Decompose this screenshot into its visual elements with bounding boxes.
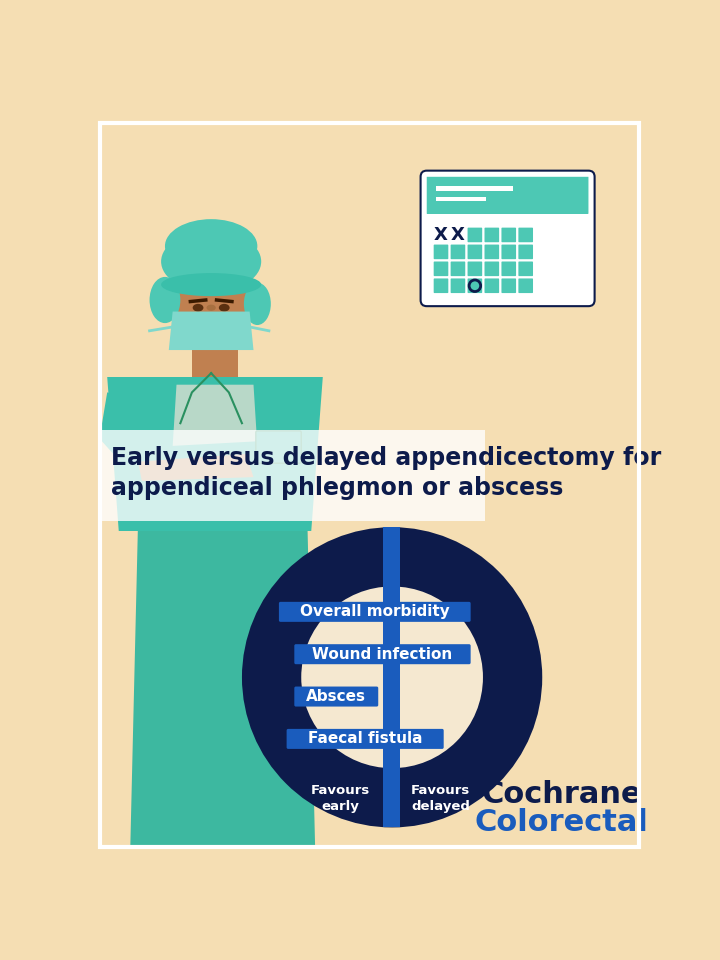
FancyBboxPatch shape bbox=[485, 245, 499, 259]
Ellipse shape bbox=[150, 276, 180, 324]
Polygon shape bbox=[107, 377, 323, 531]
Circle shape bbox=[242, 527, 542, 828]
Text: Wound infection: Wound infection bbox=[312, 647, 453, 661]
Polygon shape bbox=[153, 439, 315, 492]
Ellipse shape bbox=[165, 219, 257, 273]
FancyBboxPatch shape bbox=[501, 245, 516, 259]
FancyBboxPatch shape bbox=[518, 261, 533, 276]
FancyBboxPatch shape bbox=[501, 278, 516, 293]
Text: Cochrane: Cochrane bbox=[481, 780, 642, 809]
FancyBboxPatch shape bbox=[467, 228, 482, 242]
Ellipse shape bbox=[161, 273, 261, 296]
FancyBboxPatch shape bbox=[485, 278, 499, 293]
FancyBboxPatch shape bbox=[485, 228, 499, 242]
Bar bbox=[436, 197, 486, 202]
FancyBboxPatch shape bbox=[427, 177, 588, 214]
FancyBboxPatch shape bbox=[287, 729, 444, 749]
Polygon shape bbox=[168, 312, 253, 350]
Text: X: X bbox=[434, 226, 448, 244]
Text: appendiceal phlegmon or abscess: appendiceal phlegmon or abscess bbox=[111, 475, 564, 499]
Bar bbox=[427, 187, 588, 214]
FancyBboxPatch shape bbox=[518, 245, 533, 259]
Bar bbox=[192, 347, 238, 377]
Text: X: X bbox=[451, 226, 465, 244]
Ellipse shape bbox=[244, 282, 271, 325]
Ellipse shape bbox=[193, 304, 204, 312]
FancyBboxPatch shape bbox=[420, 171, 595, 306]
FancyBboxPatch shape bbox=[279, 602, 471, 622]
FancyBboxPatch shape bbox=[501, 261, 516, 276]
Polygon shape bbox=[138, 454, 253, 481]
Ellipse shape bbox=[219, 304, 230, 312]
FancyBboxPatch shape bbox=[294, 686, 378, 707]
FancyBboxPatch shape bbox=[451, 278, 465, 293]
FancyBboxPatch shape bbox=[467, 261, 482, 276]
FancyBboxPatch shape bbox=[467, 278, 482, 293]
Polygon shape bbox=[99, 393, 176, 477]
FancyBboxPatch shape bbox=[501, 228, 516, 242]
FancyBboxPatch shape bbox=[518, 228, 533, 242]
FancyBboxPatch shape bbox=[485, 261, 499, 276]
Text: Favours
early: Favours early bbox=[311, 784, 370, 813]
Ellipse shape bbox=[171, 242, 251, 343]
FancyBboxPatch shape bbox=[99, 430, 485, 521]
FancyBboxPatch shape bbox=[433, 245, 449, 259]
Circle shape bbox=[301, 587, 483, 768]
Ellipse shape bbox=[207, 304, 216, 311]
FancyBboxPatch shape bbox=[433, 261, 449, 276]
Text: Overall morbidity: Overall morbidity bbox=[300, 605, 450, 619]
Bar bbox=[436, 186, 513, 191]
Text: Favours
delayed: Favours delayed bbox=[411, 784, 470, 813]
Bar bbox=[383, 527, 400, 828]
FancyBboxPatch shape bbox=[451, 261, 465, 276]
Polygon shape bbox=[173, 385, 257, 446]
FancyBboxPatch shape bbox=[433, 278, 449, 293]
Text: Absces: Absces bbox=[306, 689, 366, 704]
FancyBboxPatch shape bbox=[467, 245, 482, 259]
FancyBboxPatch shape bbox=[294, 644, 471, 664]
FancyBboxPatch shape bbox=[518, 278, 533, 293]
Text: Early versus delayed appendicectomy for: Early versus delayed appendicectomy for bbox=[111, 446, 661, 470]
Ellipse shape bbox=[161, 230, 261, 292]
Text: Colorectal: Colorectal bbox=[474, 807, 649, 836]
FancyBboxPatch shape bbox=[451, 245, 465, 259]
Polygon shape bbox=[130, 523, 315, 847]
FancyBboxPatch shape bbox=[256, 431, 301, 464]
Text: Faecal fistula: Faecal fistula bbox=[308, 732, 423, 747]
